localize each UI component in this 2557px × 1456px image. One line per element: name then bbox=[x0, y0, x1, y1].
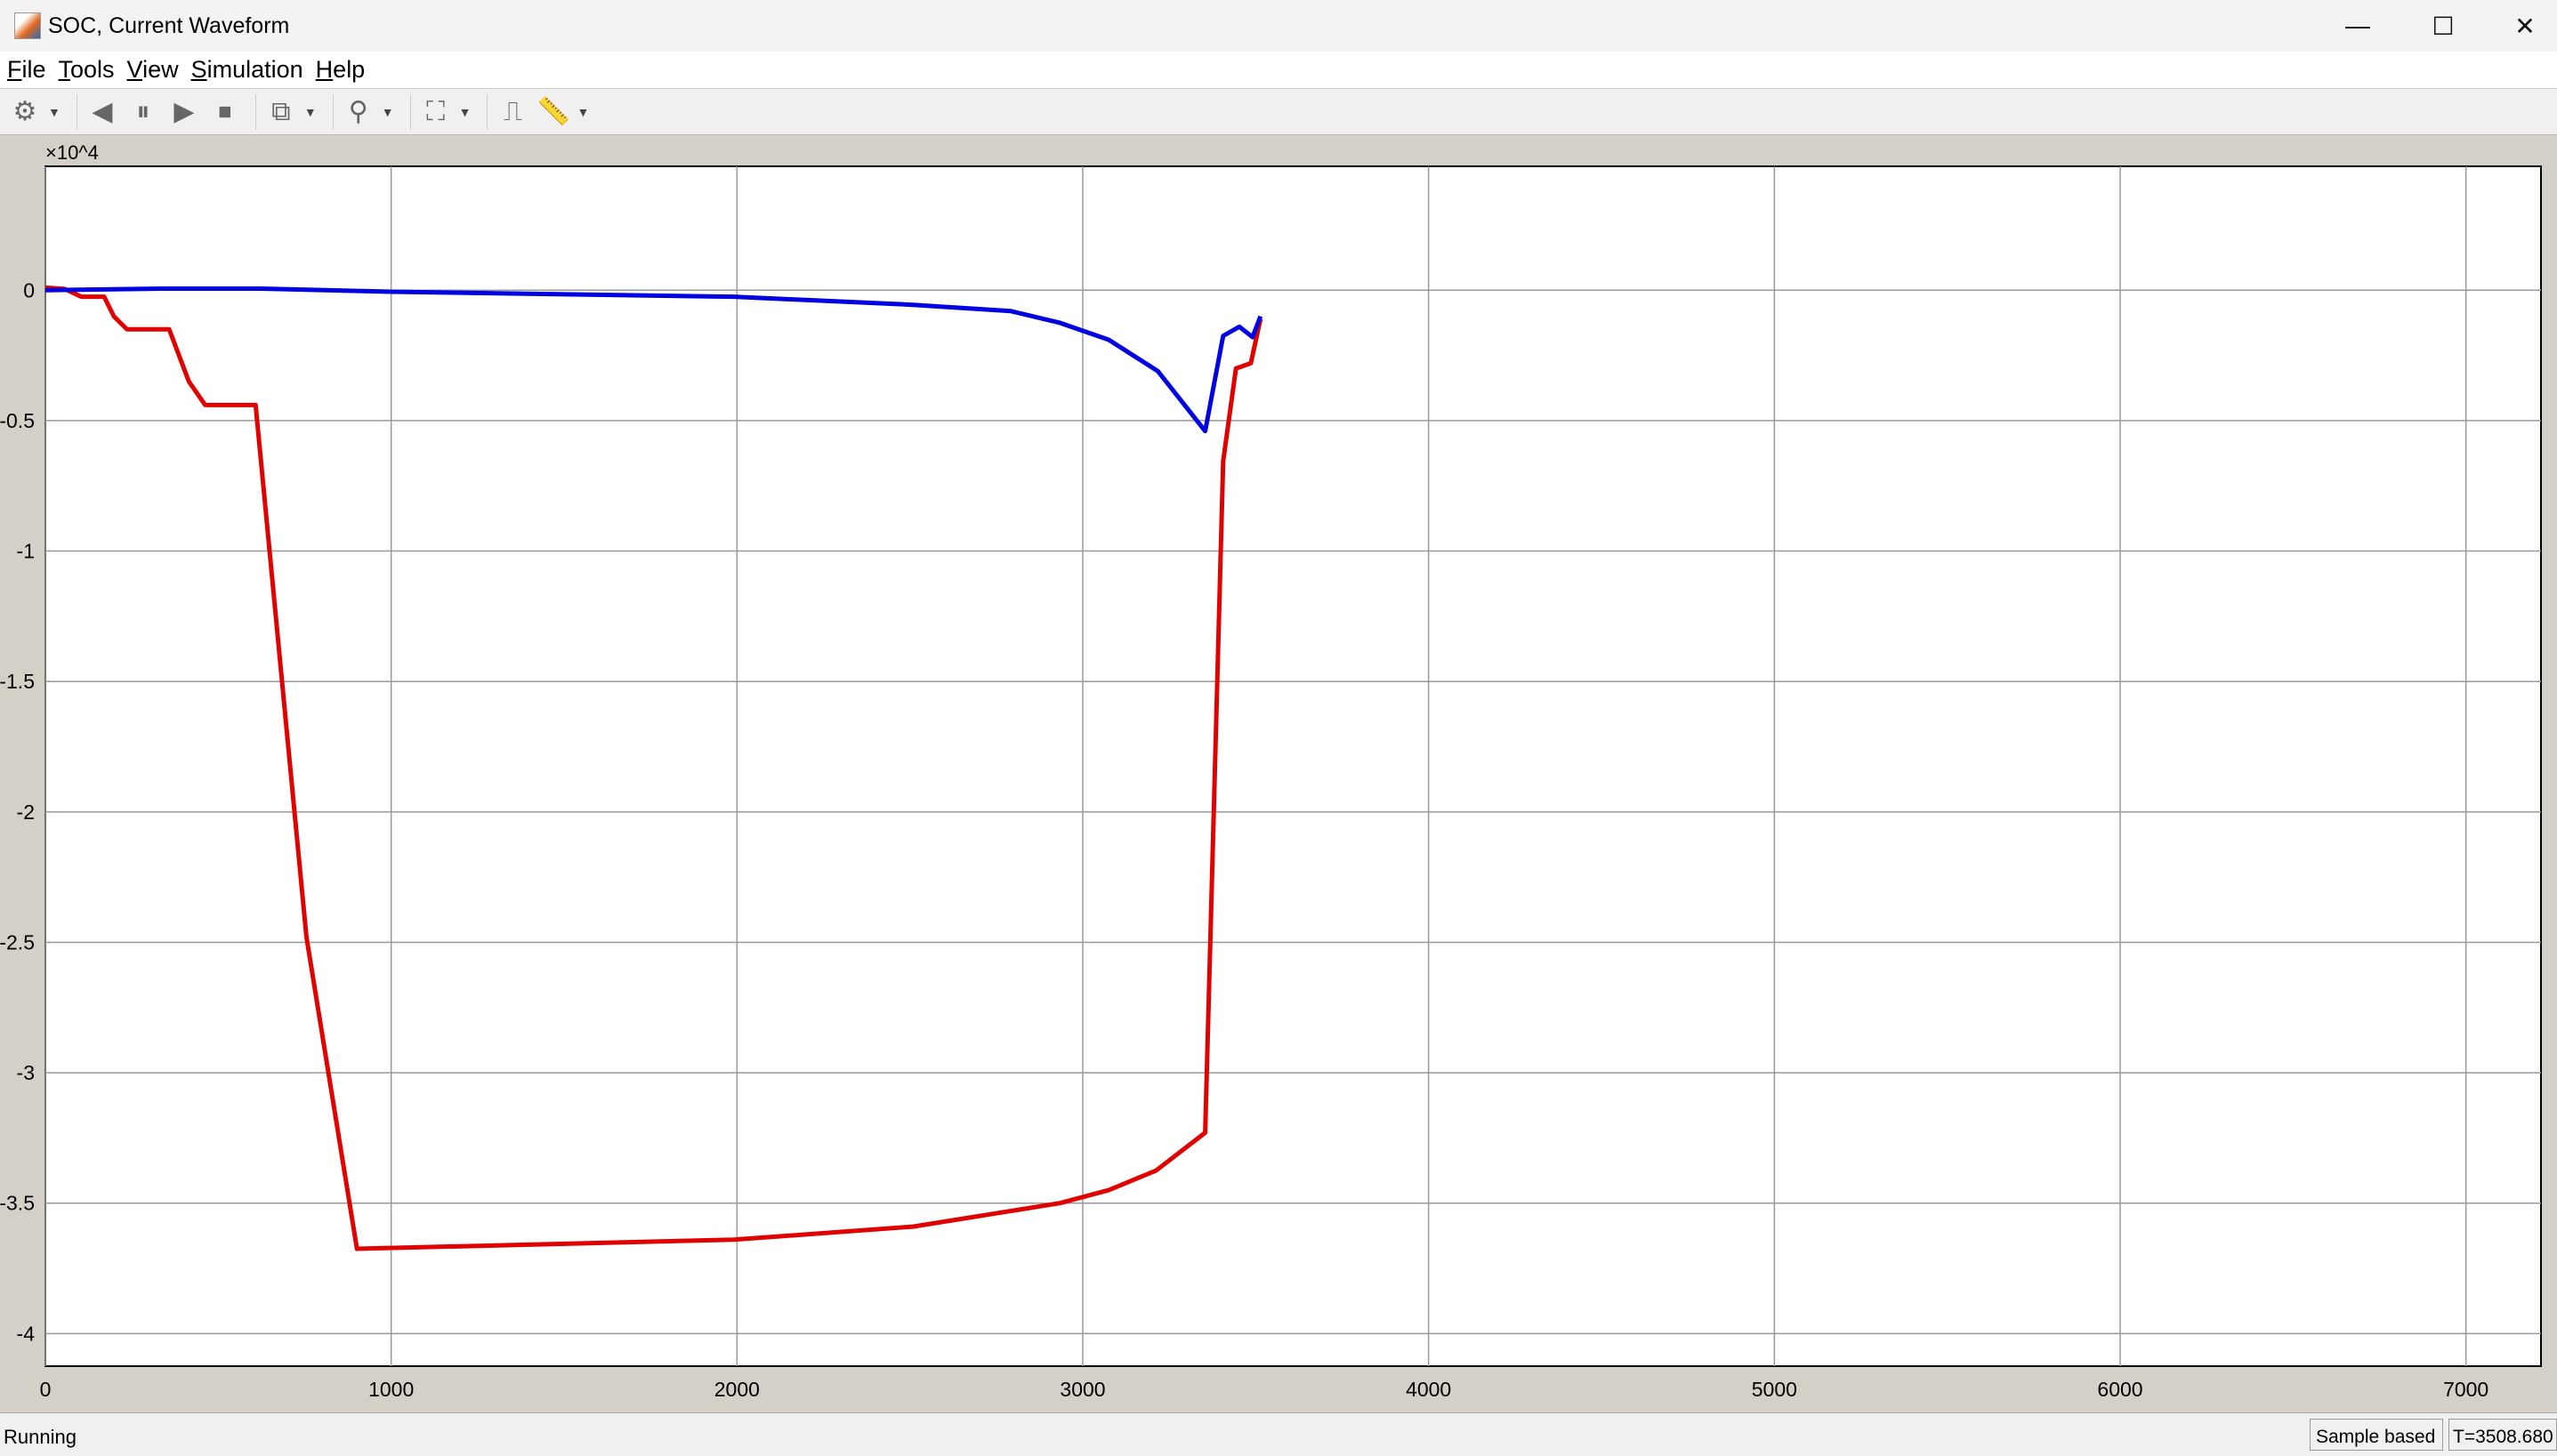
zoom-button[interactable]: ⚲ bbox=[341, 94, 376, 130]
stop-icon: ⏹ bbox=[218, 96, 232, 126]
toolbar-separator bbox=[332, 93, 334, 130]
dropdown-arrow-icon[interactable]: ▼ bbox=[577, 104, 590, 119]
x-tick-label: 3000 bbox=[1060, 1378, 1105, 1401]
menu-help[interactable]: Help bbox=[315, 56, 366, 83]
menu-view[interactable]: View bbox=[126, 56, 179, 83]
y-tick-label: -4 bbox=[17, 1322, 36, 1345]
gear-button[interactable]: ⚙ bbox=[7, 94, 43, 130]
minimize-button[interactable]: — bbox=[2345, 12, 2370, 39]
y-tick-label: -2.5 bbox=[0, 930, 35, 953]
gear-icon: ⚙ bbox=[12, 97, 37, 126]
y-tick-label: 0 bbox=[23, 278, 35, 302]
fit-view-icon: ⛶ bbox=[426, 96, 446, 126]
status-bar: Running Sample based T=3508.680 bbox=[0, 1412, 2557, 1456]
menu-bar: File Tools View Simulation Help bbox=[0, 52, 2557, 89]
stop-button[interactable]: ⏹ bbox=[207, 94, 243, 130]
toolbar-separator bbox=[254, 93, 256, 130]
step-forward-icon: ▶ bbox=[173, 97, 195, 126]
window-title: SOC, Current Waveform bbox=[48, 12, 290, 38]
x-tick-label: 1000 bbox=[368, 1378, 414, 1401]
measure-button[interactable]: 📏 bbox=[536, 94, 571, 130]
y-tick-label: -1 bbox=[17, 540, 35, 563]
pause-button[interactable]: ⏸ bbox=[125, 94, 161, 130]
triggers-icon: ⎍ bbox=[503, 96, 522, 126]
menu-simulation[interactable]: Simulation bbox=[190, 56, 303, 83]
measure-icon: 📏 bbox=[536, 97, 571, 126]
dropdown-arrow-icon[interactable]: ▼ bbox=[458, 104, 472, 119]
y-exponent-label: ×10^4 bbox=[45, 141, 99, 164]
triggers-button[interactable]: ⎍ bbox=[495, 94, 530, 130]
highlight-block-button[interactable]: ⧉ bbox=[263, 94, 299, 130]
close-button[interactable]: ✕ bbox=[2514, 12, 2536, 40]
step-back-icon: ◀ bbox=[92, 97, 113, 126]
pause-icon: ⏸ bbox=[136, 96, 150, 126]
dropdown-arrow-icon[interactable]: ▼ bbox=[303, 104, 317, 119]
menu-file[interactable]: File bbox=[7, 56, 46, 83]
y-tick-label: -2 bbox=[17, 800, 35, 824]
step-forward-button[interactable]: ▶ bbox=[166, 94, 202, 130]
x-tick-label: 5000 bbox=[1752, 1378, 1797, 1401]
zoom-icon: ⚲ bbox=[348, 97, 368, 126]
series-line-1 bbox=[44, 286, 1263, 434]
maximize-button[interactable]: ☐ bbox=[2432, 12, 2455, 40]
dropdown-arrow-icon[interactable]: ▼ bbox=[381, 104, 394, 119]
status-text: Running bbox=[4, 1426, 77, 1448]
step-back-button[interactable]: ◀ bbox=[85, 94, 120, 130]
y-tick-label: -3.5 bbox=[0, 1192, 35, 1215]
y-tick-label: -1.5 bbox=[0, 670, 35, 693]
dropdown-arrow-icon[interactable]: ▼ bbox=[48, 104, 60, 119]
series-line-0 bbox=[44, 285, 1263, 1251]
toolbar-separator bbox=[487, 93, 488, 130]
toolbar-separator bbox=[409, 93, 411, 130]
x-tick-label: 2000 bbox=[714, 1378, 760, 1401]
scope-plot[interactable]: 0 1000 2000 3000 4000 5000 6000 7000 0 -0.5 -1 -1.5… bbox=[0, 135, 2557, 1412]
menu-tools[interactable]: Tools bbox=[58, 56, 115, 83]
sample-mode: Sample based bbox=[2310, 1419, 2443, 1451]
matlab-icon bbox=[14, 12, 41, 39]
y-tick-label: -3 bbox=[17, 1061, 35, 1084]
x-tick-label: 7000 bbox=[2443, 1378, 2488, 1401]
axes-area bbox=[44, 165, 2542, 1367]
x-tick-label: 4000 bbox=[1406, 1378, 1451, 1401]
y-tick-label: -0.5 bbox=[0, 409, 35, 432]
title-bar: SOC, Current Waveform — ☐ ✕ bbox=[0, 0, 2557, 52]
simulation-time: T=3508.680 bbox=[2448, 1419, 2557, 1451]
x-tick-label: 0 bbox=[40, 1378, 52, 1401]
highlight-block-icon: ⧉ bbox=[271, 96, 291, 126]
fit-view-button[interactable]: ⛶ bbox=[418, 94, 454, 130]
toolbar: ⚙ ▼ ◀ ⏸ ▶ ⏹ ⧉ ▼ ⚲ ▼ ⛶ ▼ ⎍ 📏 ▼ bbox=[0, 89, 2557, 135]
x-tick-label: 6000 bbox=[2097, 1378, 2142, 1401]
